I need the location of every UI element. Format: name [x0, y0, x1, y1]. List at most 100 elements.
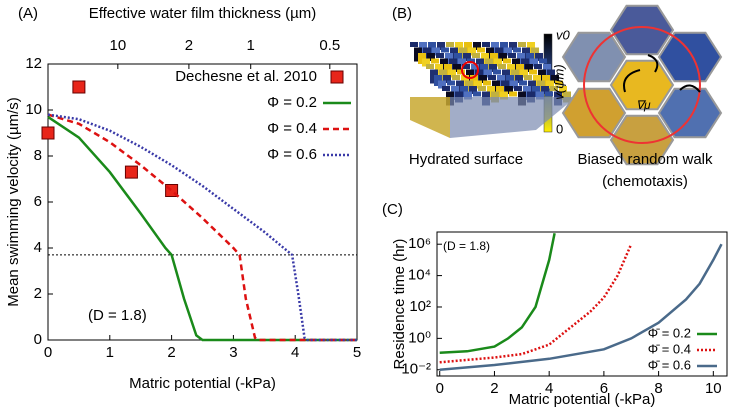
data-point	[124, 165, 138, 179]
pillar	[508, 53, 516, 58]
pillar	[469, 86, 477, 94]
pillar	[478, 86, 486, 91]
pillar	[458, 58, 466, 67]
data-point	[41, 126, 55, 140]
pillar	[551, 75, 559, 83]
pillar	[493, 69, 501, 75]
block-side	[410, 97, 450, 138]
y-tick-label: 4	[34, 239, 42, 256]
x-tick-label: 1	[106, 344, 114, 361]
y-axis-title: Residence time (hr)	[391, 239, 408, 370]
legend-label: Φ = 0.4	[267, 120, 317, 137]
pillar	[513, 47, 521, 53]
y-tick-label: 0	[34, 331, 42, 348]
pillar	[448, 69, 456, 78]
pillar	[482, 42, 490, 47]
pillar	[452, 75, 460, 80]
pillar	[422, 58, 430, 67]
y-tick-label: 12	[25, 55, 42, 72]
probe	[461, 61, 479, 79]
legend-label: Φ̄ = 0.2	[648, 325, 691, 340]
pillar	[447, 80, 455, 86]
x-tick-label: 5	[353, 344, 361, 361]
y-tick-label: 8	[34, 147, 42, 164]
pillar	[438, 80, 446, 89]
y-tick-label: 10⁴	[408, 267, 431, 284]
x-tick-label: 0	[44, 344, 52, 361]
pillar	[453, 64, 461, 72]
y-axis-title: Mean swimming velocity (µm/s)	[5, 97, 22, 307]
x2-tick-label: 10	[109, 37, 126, 54]
pillar	[427, 53, 435, 61]
y-tick-label: 10⁶	[408, 235, 431, 252]
series-line	[47, 113, 357, 342]
pillar	[529, 69, 537, 75]
series-line	[47, 113, 357, 342]
series-line	[439, 232, 556, 355]
range-circle	[583, 26, 701, 144]
caption: (chemotaxis)	[602, 173, 688, 190]
x-tick-label: 10	[705, 380, 722, 397]
pillar	[443, 75, 451, 83]
hex-cell	[657, 31, 723, 83]
y-tick-label: 2	[34, 285, 42, 302]
x-tick-label: 0	[436, 380, 444, 397]
x-tick-label: 4	[291, 344, 299, 361]
pillar	[483, 80, 491, 86]
pillar	[545, 91, 553, 97]
pillar	[436, 53, 444, 58]
pillar	[473, 42, 481, 50]
legend-label: Φ̄ = 0.4	[648, 341, 691, 356]
annotation: (D = 1.8)	[88, 307, 147, 324]
pillar	[484, 69, 492, 78]
pillar	[437, 42, 445, 50]
series-line	[439, 243, 723, 372]
pillar	[536, 91, 544, 100]
x-axis-title: Matric potential (-kPa)	[129, 375, 276, 392]
x2-axis-title: Effective water film thickness (µm)	[89, 5, 317, 22]
colorbar-label: 0	[556, 121, 563, 136]
pillar	[550, 86, 558, 91]
gradient-label: ∇μ	[636, 98, 651, 112]
y-tick-label: 10⁰	[408, 329, 431, 346]
pillar	[514, 86, 522, 91]
pillar	[510, 80, 518, 89]
pillar	[525, 64, 533, 72]
pillar	[498, 64, 506, 69]
colorbar-label: v0	[556, 27, 571, 42]
pillar	[541, 86, 549, 94]
plot-frame	[436, 231, 728, 377]
x-tick-label: 3	[229, 344, 237, 361]
pillar	[489, 64, 497, 72]
pillar	[442, 86, 450, 91]
pillar	[431, 58, 439, 64]
pillar	[479, 75, 487, 83]
pillar	[518, 42, 526, 47]
pillar	[464, 91, 472, 100]
legend-marker	[330, 70, 344, 84]
pillar	[500, 91, 508, 100]
panel-label: (C)	[382, 201, 403, 218]
hex-cell	[609, 114, 675, 166]
pillar	[504, 47, 512, 56]
x-tick-label: 2	[490, 380, 498, 397]
pillar	[503, 58, 511, 64]
pillar	[539, 58, 547, 64]
y-tick-label: 10⁻²	[401, 361, 431, 378]
panel-label: (B)	[392, 5, 412, 22]
legend-label: Φ = 0.6	[267, 146, 317, 163]
legend-label: Φ = 0.2	[267, 94, 317, 111]
pillar	[520, 69, 528, 78]
hex-cell	[609, 59, 675, 111]
hex-cell	[609, 4, 675, 56]
pillar	[524, 75, 532, 80]
y-tick-label: 6	[34, 193, 42, 210]
illustration: ∇μ	[410, 4, 723, 166]
pillar	[509, 42, 517, 50]
pillar	[446, 42, 454, 47]
pillar	[432, 47, 440, 56]
series-line	[439, 243, 633, 364]
pillar	[463, 53, 471, 61]
pillar	[535, 53, 543, 61]
pillar	[472, 53, 480, 58]
